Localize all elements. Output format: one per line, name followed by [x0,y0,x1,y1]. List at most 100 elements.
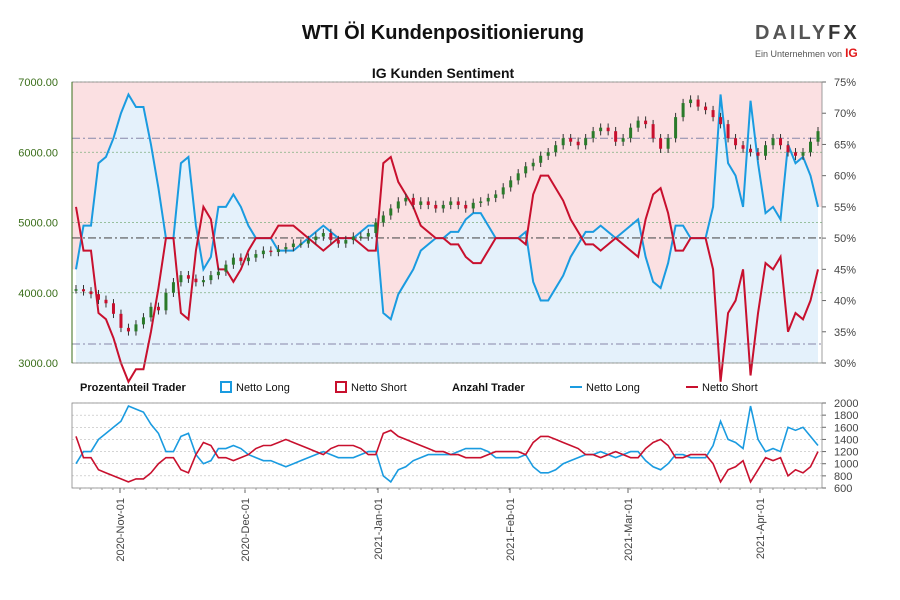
candle-body [171,282,175,293]
y-right-tick-label: 35% [834,327,856,339]
logo-brand-left: DAILY [755,22,829,44]
lower-frame [71,402,823,489]
candle-body [621,138,625,142]
candle-body [434,204,438,209]
chart-title: WTI Öl Kundenpositionierung [301,22,585,44]
candle-body [516,173,520,181]
logo-tagline: Ein Unternehmen von [755,49,843,59]
candle-body [359,236,363,239]
candle-body [569,138,573,142]
candle-body [209,275,213,281]
candle-body [471,202,475,209]
legend-group2-long: Netto Long [586,382,640,394]
candle-body [674,117,678,139]
candle-body [194,278,198,283]
candle-body [629,127,633,139]
candle-body [809,141,813,153]
candle-body [426,201,430,205]
candle-body [134,324,138,332]
short-pct-line [75,155,819,384]
candle-body [561,138,565,146]
long-count-line [75,405,819,484]
candle-body [801,152,805,156]
candle-body [104,299,108,304]
candle-body [764,145,768,156]
lower-y-tick-label: 1600 [834,422,858,434]
candle-body [216,271,220,276]
y-right-tick-label: 30% [834,358,856,370]
candle-body [696,99,700,107]
candle-body [531,162,535,167]
candle-body [734,138,738,146]
candle-body [576,141,580,146]
candle-body [741,145,745,149]
candle-body [501,187,505,195]
candle-body [636,120,640,128]
candle-body [404,197,408,202]
y-right-tick-label: 75% [834,77,856,89]
candle-body [329,233,333,241]
x-tick-label: 2020-Dec-01 [240,498,252,562]
y-left-tick-label: 3000.00 [18,358,58,370]
candle-body [749,148,753,153]
candle-body [164,292,168,311]
y-right-tick-label: 70% [834,108,856,120]
candle-body [816,131,820,142]
candle-body [771,138,775,146]
candle-body [479,201,483,203]
candle-body [449,201,453,205]
candle-body [651,124,655,139]
candle-body [704,106,708,111]
candle-body [126,327,130,332]
candle-body [81,289,85,292]
candle-body [794,152,798,156]
short-count-line [75,429,819,484]
candle-body [269,250,273,253]
long-area [72,94,822,363]
y-left-tick-label: 7000.00 [18,77,58,89]
candle-body [554,145,558,153]
y-right-tick-label: 60% [834,171,856,183]
legend-group1: Prozentanteil Trader [80,382,186,394]
candle-body [321,233,325,237]
lower-y-tick-label: 1200 [834,447,858,459]
legend-long-box [220,381,232,393]
candle-body [224,264,228,272]
legend-group1-long: Netto Long [236,382,290,394]
candle-body [779,138,783,146]
y-right-tick-label: 55% [834,202,856,214]
candle-body [374,222,378,234]
y-right-tick-label: 50% [834,233,856,245]
candle-body [606,127,610,132]
candle-body [246,257,250,262]
candle-body [644,120,648,125]
candle-body [389,208,393,216]
candle-body [681,103,685,118]
candle-body [546,152,550,156]
candle-body [381,215,385,223]
candle-body [119,313,123,328]
candle-body [299,243,303,246]
candle-body [96,294,100,300]
y-left-tick-label: 5000.00 [18,218,58,230]
legend-group2-short: Netto Short [702,382,758,394]
candle-body [711,110,715,118]
candle-body [344,240,348,244]
candle-body [74,289,78,291]
candle-body [719,117,723,125]
candle-body [111,303,115,314]
candle-body [89,291,93,295]
candle-body [419,201,423,205]
lower-y-tick-label: 1000 [834,459,858,471]
candle-body [156,306,160,311]
x-tick-label: 2021-Apr-01 [755,498,767,559]
logo-brand-right: FX [828,22,860,44]
candle-body [689,99,693,104]
candle-body [726,124,730,139]
candle-body [486,197,490,202]
chart-subtitle: IG Kunden Sentiment [371,65,515,81]
candle-body [599,127,603,132]
candle-body [396,201,400,209]
candle-body [614,131,618,142]
